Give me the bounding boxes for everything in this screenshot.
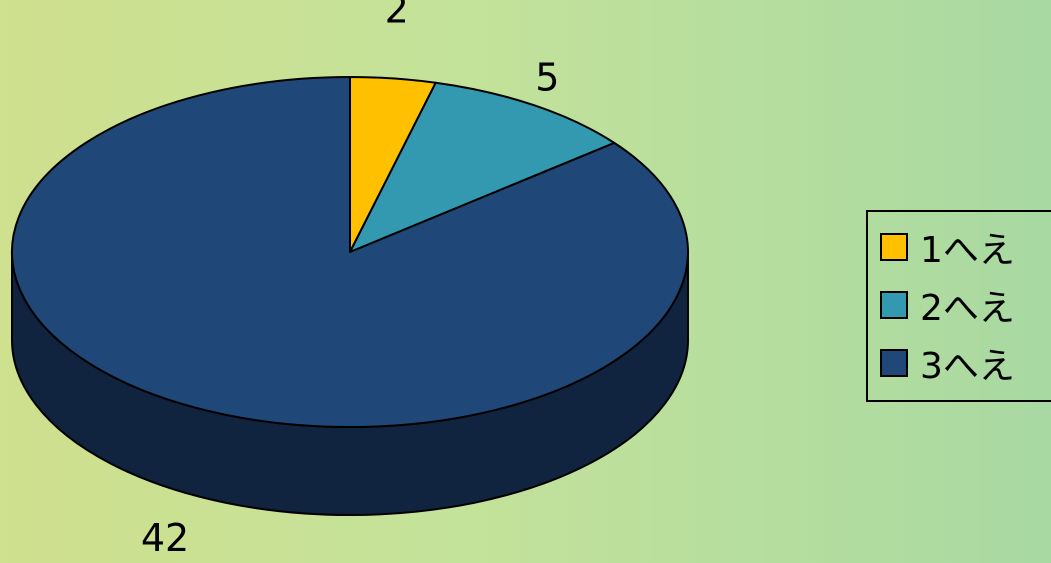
data-label-2: 5 xyxy=(535,56,559,100)
legend-swatch-3 xyxy=(880,349,908,377)
legend-label-2: 2へえ xyxy=(920,288,1015,329)
legend-item-2: 2へえ xyxy=(868,276,1051,334)
legend-swatch-1 xyxy=(880,233,908,261)
pie-slice-2 xyxy=(349,81,616,253)
chart-legend: 1へえ 2へえ 3へえ xyxy=(866,210,1051,402)
pie-top-layer xyxy=(11,76,689,428)
data-label-3: 42 xyxy=(141,516,189,560)
legend-item-3: 3へえ xyxy=(868,334,1051,392)
legend-item-1: 1へえ xyxy=(868,218,1051,276)
legend-label-1: 1へえ xyxy=(920,230,1015,271)
data-label-1: 2 xyxy=(385,0,409,31)
pie-label-layer: 2 5 42 xyxy=(141,0,560,560)
pie-slice-3 xyxy=(11,76,689,428)
legend-label-3: 3へえ xyxy=(920,346,1015,387)
legend-swatch-2 xyxy=(880,291,908,319)
